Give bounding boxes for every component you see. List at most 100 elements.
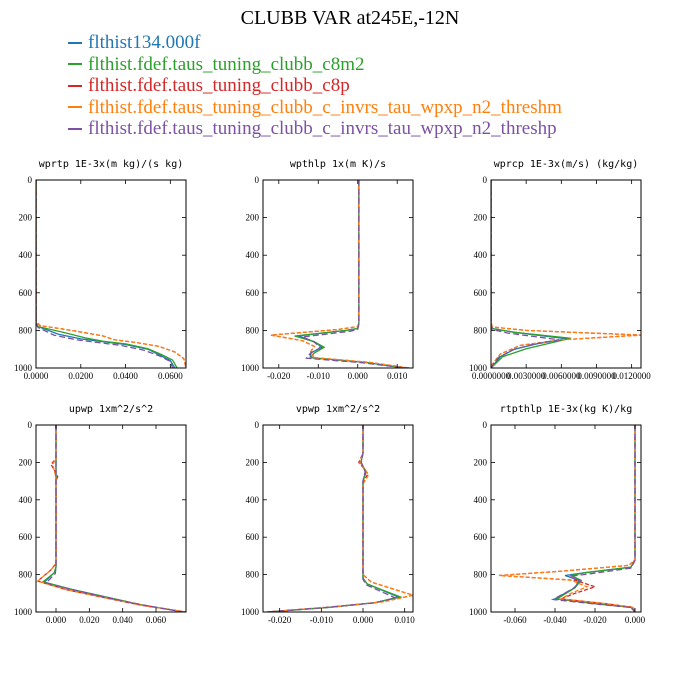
series-line [267, 425, 403, 612]
series-line [270, 180, 410, 368]
panel-title: upwp 1xm^2/s^2 [69, 404, 153, 415]
series-line [43, 425, 185, 612]
x-tick-label: -0.010 [307, 371, 331, 381]
plot-panel: upwp 1xm^2/s^2 0 200 400 600 800 1000 0.000 0.02… [14, 404, 187, 625]
y-tick-label: 200 [19, 213, 33, 223]
plot-panel: rtpthlp 1E-3x(kg K)/kg 0 200 400 600 800 1000 -… [469, 404, 646, 625]
panel-title: wpthlp 1x(m K)/s [290, 159, 386, 170]
y-tick-label: 400 [474, 250, 488, 260]
series-line [267, 425, 398, 612]
legend-line-icon [68, 127, 82, 130]
x-tick-label: -0.040 [543, 615, 567, 625]
series-line [267, 425, 401, 612]
x-tick-label: -0.010 [310, 615, 334, 625]
legend-line-icon [68, 41, 82, 44]
x-tick-label: 0.0120000 [613, 371, 652, 381]
series-line [36, 180, 178, 368]
x-tick-label: 0.000 [46, 615, 67, 625]
x-tick-label: 0.0000000 [472, 371, 511, 381]
legend-item: flthist.fdef.taus_tuning_clubb_c_invrs_t… [68, 97, 562, 119]
y-tick-label: 1000 [14, 363, 33, 373]
legend-label: flthist.fdef.taus_tuning_clubb_c8m2 [88, 53, 365, 75]
series-line [550, 425, 636, 612]
legend-label: flthist.fdef.taus_tuning_clubb_c_invrs_t… [88, 118, 557, 139]
series-line [44, 425, 183, 612]
y-tick-label: 600 [19, 532, 33, 542]
y-tick-label: 0 [28, 175, 33, 185]
legend-item: flthist.fdef.taus_tuning_clubb_c_invrs_t… [68, 118, 562, 140]
y-tick-label: 200 [474, 213, 488, 223]
y-tick-label: 1000 [469, 363, 488, 373]
plot-panel: wprcp 1E-3x(m/s) (kg/kg) 0 200 400 600 800 100… [469, 159, 651, 381]
x-tick-label: 0.010 [395, 615, 416, 625]
y-tick-label: 0 [255, 175, 260, 185]
y-tick-label: 800 [19, 325, 33, 335]
y-tick-label: 400 [474, 495, 488, 505]
legend-line-icon [68, 106, 82, 109]
x-tick-label: 0.0400 [113, 371, 138, 381]
panel-title: wprtp 1E-3x(m kg)/(s kg) [39, 159, 184, 170]
y-tick-label: 800 [474, 570, 488, 580]
legend-label: flthist134.000f [88, 32, 201, 53]
legend-item: flthist.fdef.taus_tuning_clubb_c8m2 [68, 54, 562, 76]
y-tick-label: 600 [246, 288, 260, 298]
legend-item: flthist134.000f [68, 32, 562, 54]
y-tick-label: 600 [474, 532, 488, 542]
legend-line-icon [68, 63, 82, 66]
plot-frame [262, 424, 414, 613]
series-line [36, 180, 174, 368]
panel-title: wprcp 1E-3x(m/s) (kg/kg) [494, 159, 639, 170]
panel-title: rtpthlp 1E-3x(kg K)/kg [500, 404, 632, 415]
x-tick-label: -0.020 [268, 615, 292, 625]
y-tick-label: 0 [483, 420, 488, 430]
x-tick-label: 0.040 [113, 615, 134, 625]
x-tick-label: 0.000 [353, 615, 374, 625]
x-tick-label: 0.020 [79, 615, 100, 625]
y-tick-label: 400 [19, 250, 33, 260]
x-tick-label: 0.0030000 [507, 371, 546, 381]
y-tick-label: 1000 [14, 607, 33, 617]
plot-frame [490, 179, 642, 369]
x-tick-label: 0.060 [146, 615, 167, 625]
panel-title: vpwp 1xm^2/s^2 [296, 404, 380, 415]
y-tick-label: 800 [246, 325, 260, 335]
y-tick-label: 0 [28, 420, 33, 430]
legend-label: flthist.fdef.taus_tuning_clubb_c_invrs_t… [88, 96, 562, 118]
series-line [498, 425, 636, 612]
legend-item: flthist.fdef.taus_tuning_clubb_c8p [68, 75, 562, 97]
series-line [36, 425, 186, 612]
plot-panel: wprtp 1E-3x(m kg)/(s kg) 0 200 400 600 800 100… [14, 159, 187, 381]
y-tick-label: 400 [19, 495, 33, 505]
legend: flthist134.000f flthist.fdef.taus_tuning… [68, 32, 562, 140]
x-tick-label: 0.0600 [158, 371, 183, 381]
y-tick-label: 600 [474, 288, 488, 298]
series-line [498, 425, 636, 612]
x-tick-label: 0.0000 [24, 371, 49, 381]
plot-panel: wpthlp 1x(m K)/s 0 200 400 600 800 1000 -0.020 -… [241, 159, 414, 381]
legend-line-icon [68, 84, 82, 87]
series-line [36, 180, 186, 368]
x-tick-label: -0.020 [267, 371, 291, 381]
series-line [267, 425, 413, 612]
x-tick-label: 0.000 [625, 615, 646, 625]
x-tick-label: 0.0200 [68, 371, 93, 381]
y-tick-label: 400 [246, 495, 260, 505]
series-line [300, 180, 406, 368]
series-line [552, 425, 636, 612]
series-line [491, 180, 560, 368]
plot-frame [35, 179, 187, 369]
series-line [267, 425, 413, 612]
y-tick-label: 200 [246, 213, 260, 223]
y-tick-label: 600 [19, 288, 33, 298]
y-tick-label: 0 [483, 175, 488, 185]
plot-frame [262, 179, 414, 369]
chart-title: CLUBB VAR at245E,-12N [240, 7, 460, 29]
y-tick-label: 800 [246, 570, 260, 580]
x-tick-label: 0.0090000 [577, 371, 616, 381]
y-tick-label: 400 [246, 250, 260, 260]
x-tick-label: 0.0060000 [542, 371, 581, 381]
plot-frame [35, 424, 187, 613]
x-tick-label: -0.020 [583, 615, 607, 625]
